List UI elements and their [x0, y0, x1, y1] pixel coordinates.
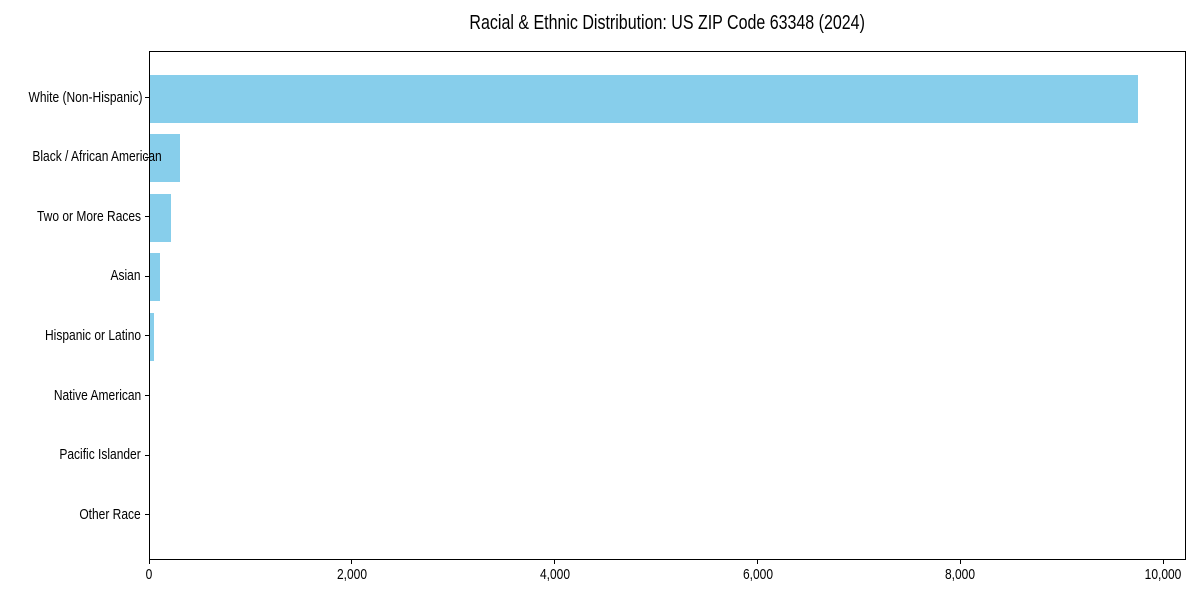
y-axis-label-text: Other Race: [79, 505, 141, 523]
bar: [150, 74, 1138, 123]
y-axis-label: White (Non-Hispanic): [0, 88, 143, 107]
x-tick-mark: [1162, 560, 1164, 564]
x-tick-mark: [757, 560, 758, 564]
y-axis-label: Pacific Islander: [0, 446, 141, 464]
y-tick-mark: [145, 97, 149, 98]
y-tick-mark: [145, 514, 149, 516]
y-axis-label: Native American: [0, 387, 141, 405]
y-axis-label-text: Hispanic or Latino: [44, 326, 141, 344]
y-axis-label-text: Pacific Islander: [59, 446, 141, 464]
y-axis-label-text: Native American: [53, 386, 141, 404]
x-tick-mark: [148, 560, 150, 564]
x-tick-label: 4,000: [539, 566, 570, 583]
y-axis-label: Other Race: [0, 506, 141, 524]
y-tick-mark: [145, 335, 149, 337]
y-tick-mark: [145, 454, 149, 456]
x-tick-mark: [351, 560, 353, 564]
bar: [150, 312, 155, 361]
y-axis-label-text: Asian: [110, 267, 141, 285]
x-tick-label: 2,000: [336, 566, 367, 583]
y-axis-label: Two or More Races: [0, 208, 141, 226]
y-axis-label: Asian: [0, 267, 141, 285]
chart-title-text: Racial & Ethnic Distribution: US ZIP Cod…: [469, 12, 866, 34]
y-axis-label: Black / African American: [0, 148, 161, 166]
x-tick-label: 8,000: [945, 566, 976, 583]
y-tick-mark: [145, 156, 149, 158]
y-axis-label-text: Black / African American: [32, 148, 162, 166]
y-tick-mark: [145, 216, 149, 218]
bar: [150, 134, 181, 183]
x-tick-label: 0: [145, 566, 153, 583]
y-tick-mark: [145, 395, 149, 396]
bar: [150, 253, 161, 302]
y-axis-label: Hispanic or Latino: [0, 327, 141, 345]
x-tick-label: 10,000: [1144, 566, 1182, 583]
bar: [150, 193, 172, 242]
x-tick-mark: [554, 560, 556, 564]
chart-title: Racial & Ethnic Distribution: US ZIP Cod…: [149, 12, 1186, 34]
y-tick-mark: [145, 275, 149, 277]
x-tick-label: 6,000: [742, 566, 773, 583]
y-axis-label-text: Two or More Races: [36, 207, 141, 225]
x-tick-mark: [959, 560, 961, 564]
plot-area: [149, 51, 1186, 560]
y-axis-label-text: White (Non-Hispanic): [28, 88, 143, 106]
